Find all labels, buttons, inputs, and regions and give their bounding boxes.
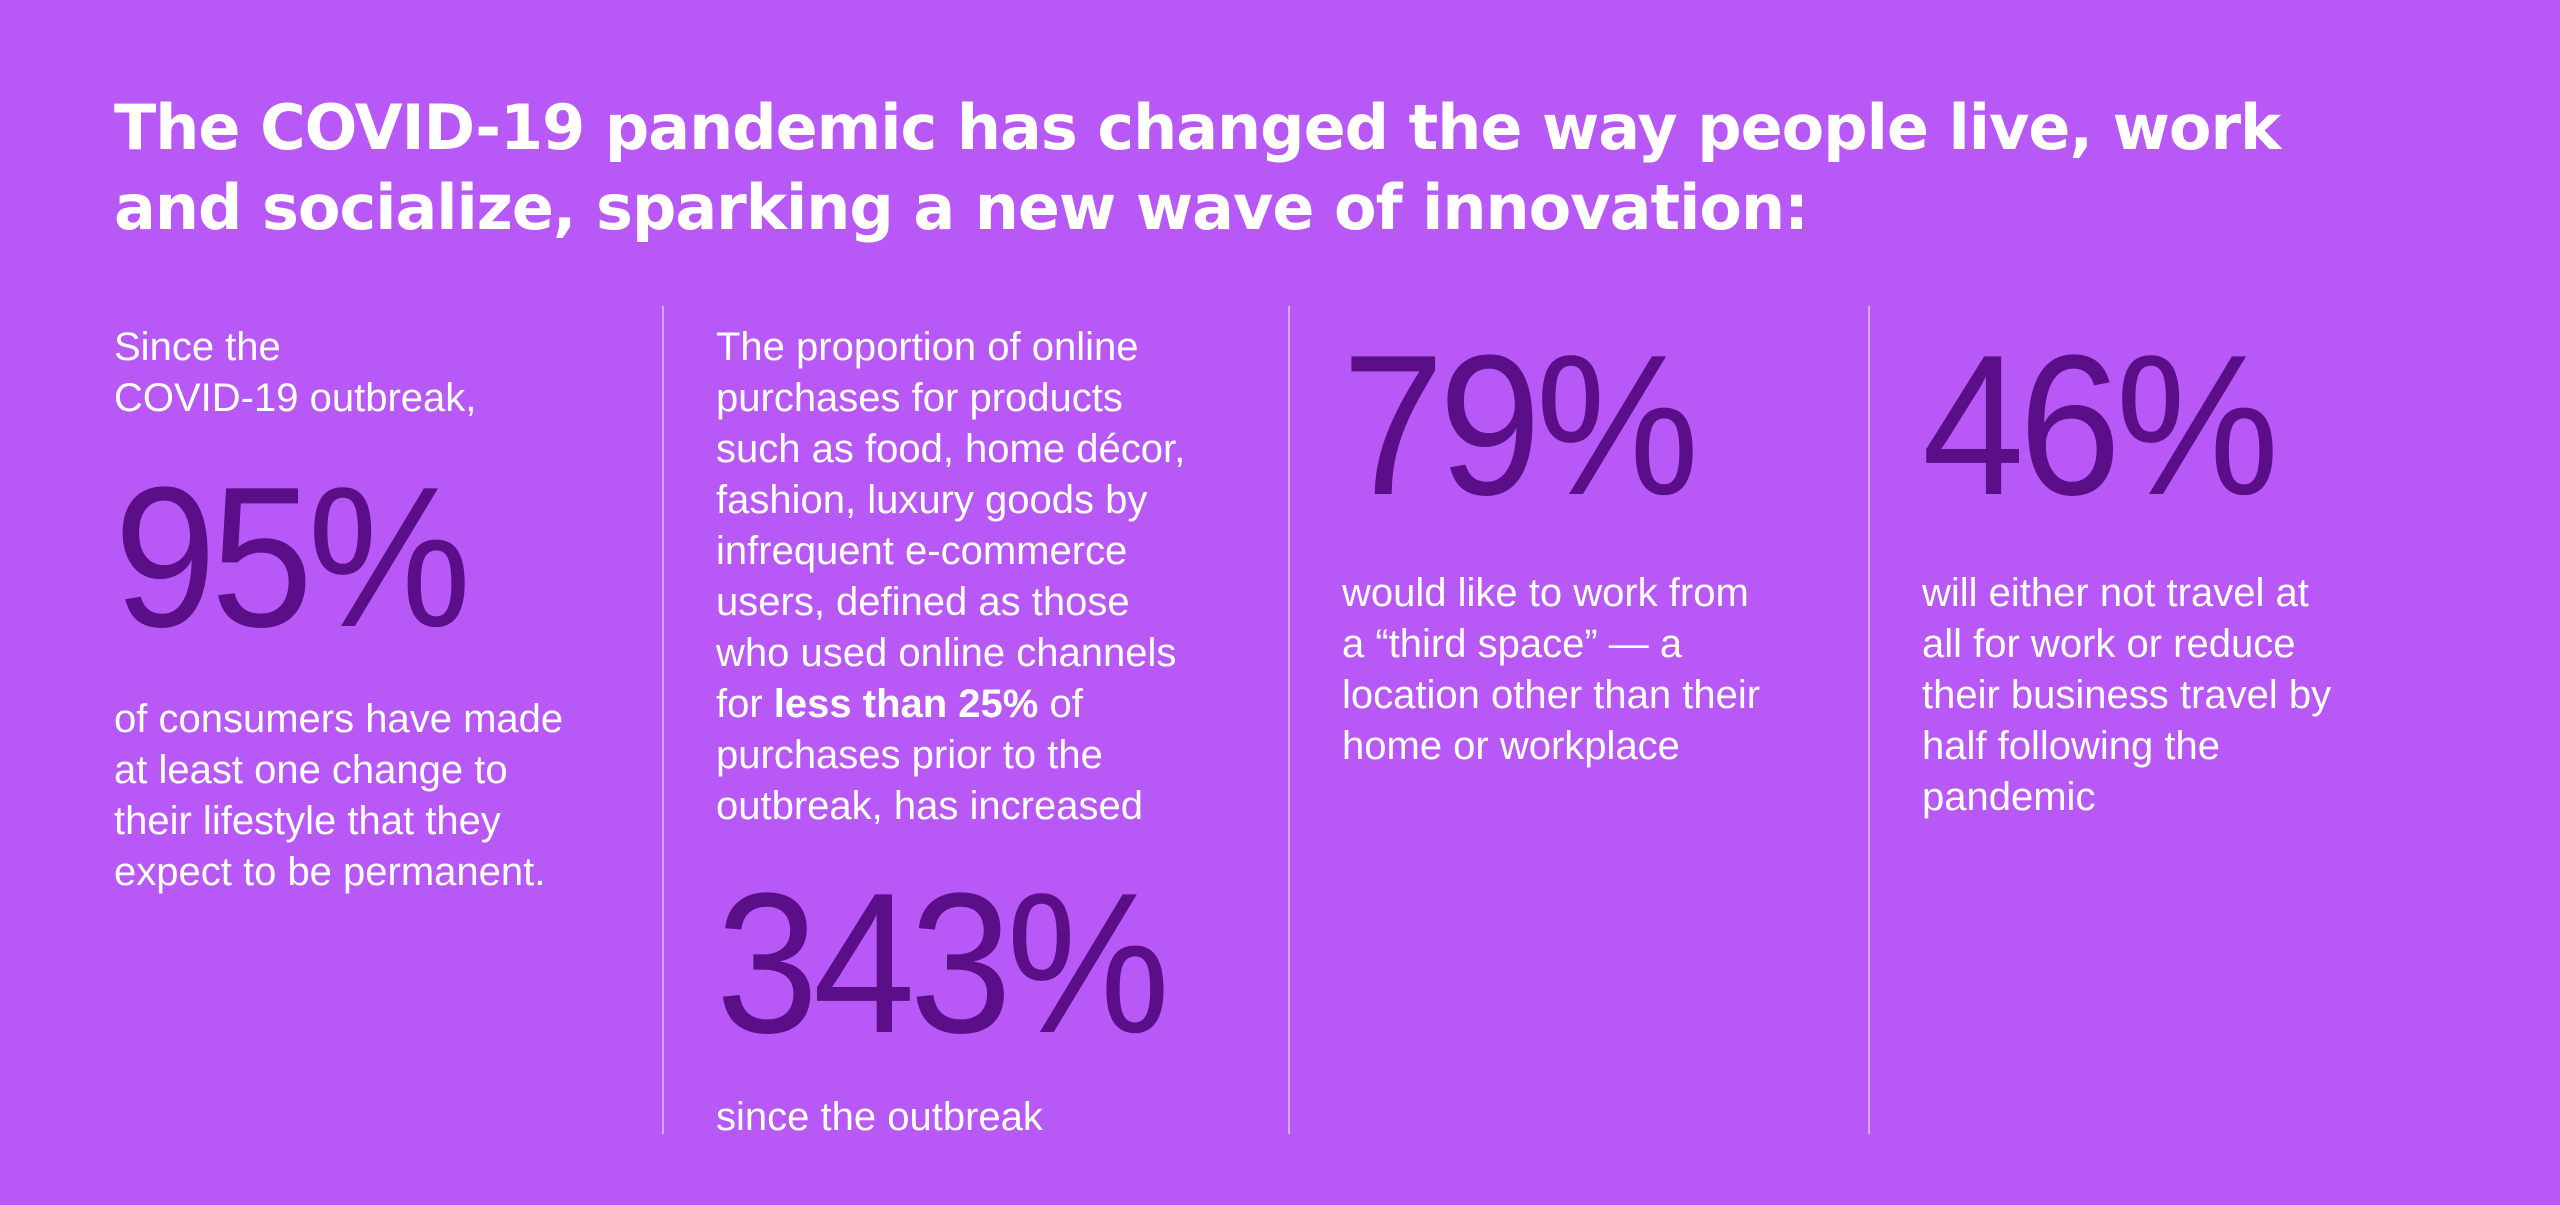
stat-column-business-travel: 46% will either not travel at all for wo… [1922,318,2482,823]
stat-description: would like to work from a “third space” … [1342,571,1761,768]
stat-value: 95% [114,446,471,669]
stat-value: 343% [716,852,1170,1075]
stat-column-consumers: Since the COVID-19 outbreak, 95% of cons… [114,318,654,898]
stat-description: of consumers have made at least one chan… [114,697,564,894]
stat-intro-text-end: of purchases prior to the outbreak, has … [716,682,1143,828]
headline: The COVID-19 pandemic has changed the wa… [114,88,2414,248]
stat-description: since the outbreak [716,1095,1043,1139]
stat-intro-text: The proportion of online purchases for p… [716,325,1186,726]
stat-column-third-space: 79% would like to work from a “third spa… [1342,318,1882,772]
stat-description: will either not travel at all for work o… [1922,571,2332,819]
column-divider [662,306,664,1134]
stat-value: 46% [1922,314,2279,537]
stat-value: 79% [1342,314,1699,537]
headline-line-1: The COVID-19 pandemic has changed the wa… [114,91,2281,164]
stat-intro: Since the COVID-19 outbreak, [114,325,477,420]
headline-line-2: and socialize, sparking a new wave of in… [114,171,1809,244]
column-divider [1868,306,1870,1134]
column-divider [1288,306,1290,1134]
stat-intro-highlight: less than 25% [773,682,1039,726]
stat-column-online-purchases: The proportion of online purchases for p… [716,318,1276,1143]
stat-intro: The proportion of online purchases for p… [716,322,1276,832]
